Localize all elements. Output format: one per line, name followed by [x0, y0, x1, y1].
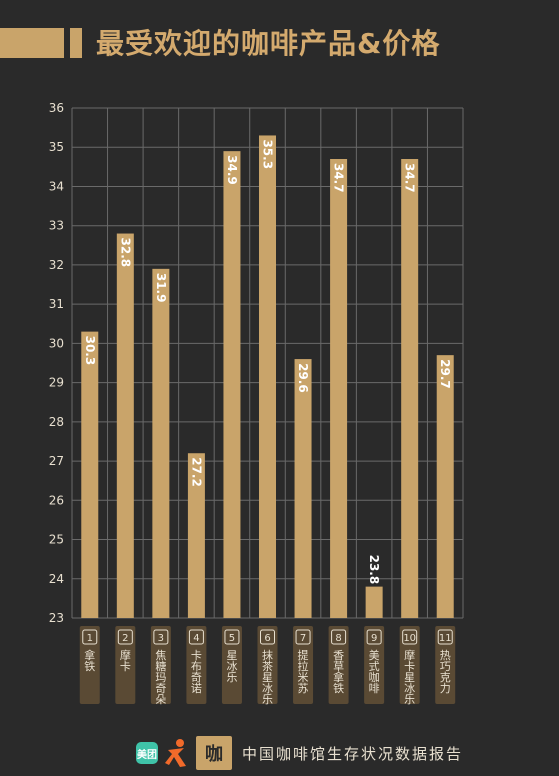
category-box — [115, 626, 136, 704]
category-index-box — [402, 629, 418, 645]
category-index-box — [331, 629, 347, 645]
y-tick-label: 26 — [49, 493, 64, 507]
category-box — [293, 626, 314, 704]
bar-value-label: 29.7 — [438, 359, 452, 389]
bar-value-label: 34.9 — [225, 155, 239, 185]
bar — [223, 151, 241, 618]
bar — [401, 159, 419, 618]
bar — [365, 586, 383, 618]
y-tick-label: 36 — [49, 101, 64, 115]
bar — [187, 453, 205, 618]
category-box — [257, 626, 278, 704]
category-box — [221, 626, 242, 704]
category-index: 2 — [122, 633, 128, 644]
category-index-box — [295, 629, 311, 645]
category-index: 1 — [87, 633, 93, 644]
category-label: 提拉米苏 — [298, 649, 309, 695]
category-label: 抹茶星冰乐 — [262, 649, 273, 706]
category-label: 摩卡 — [120, 648, 131, 673]
category-label: 焦糖玛奇朵 — [155, 649, 166, 706]
category-index-box — [437, 629, 453, 645]
category-index: 9 — [371, 633, 377, 644]
page-title: 最受欢迎的咖啡产品&价格 — [96, 27, 441, 60]
category-label: 摩卡星冰乐 — [404, 648, 415, 706]
category-index-box — [260, 629, 275, 645]
y-tick-label: 25 — [49, 533, 64, 547]
bar-value-label: 23.8 — [367, 555, 381, 585]
category-index: 10 — [403, 633, 416, 644]
title-accent-bar-small — [70, 28, 82, 58]
category-label: 卡布奇诺 — [191, 649, 202, 695]
bar — [330, 159, 348, 618]
category-box — [435, 626, 456, 704]
category-index-box — [82, 629, 98, 645]
category-label: 美式咖啡 — [369, 649, 380, 695]
category-index-box — [224, 629, 240, 645]
bar — [259, 135, 276, 618]
y-tick-label: 24 — [49, 572, 64, 586]
bar — [294, 359, 312, 618]
bar — [152, 268, 170, 618]
bar-value-label: 27.2 — [189, 457, 203, 487]
category-index: 11 — [439, 633, 452, 644]
bar-value-label: 34.7 — [332, 163, 346, 193]
category-box — [399, 626, 420, 704]
category-index-box — [188, 629, 204, 645]
category-index-box — [153, 629, 169, 645]
category-box — [364, 626, 385, 704]
category-index-box — [366, 629, 382, 645]
category-label: 拿铁 — [84, 648, 95, 673]
category-index: 3 — [158, 633, 164, 644]
bar — [436, 355, 454, 618]
category-box — [186, 626, 207, 704]
category-index: 8 — [335, 633, 341, 644]
footer-text: 中国咖啡馆生存状况数据报告 — [242, 744, 464, 763]
y-tick-label: 33 — [49, 219, 64, 233]
bar-value-label: 30.3 — [83, 336, 97, 366]
category-index: 7 — [300, 633, 306, 644]
category-label: 星冰乐 — [226, 649, 237, 684]
meituan-logo: 美团 — [136, 742, 158, 764]
bar-chart: 232425262728293031323334353630.31拿铁32.82… — [49, 101, 464, 706]
category-index-box — [117, 629, 133, 645]
y-tick-label: 23 — [49, 611, 64, 625]
bar-value-label: 32.8 — [118, 238, 132, 268]
y-tick-label: 34 — [49, 179, 64, 193]
bar — [116, 233, 134, 619]
y-tick-label: 27 — [49, 454, 64, 468]
category-label: 香草拿铁 — [333, 649, 344, 695]
y-tick-label: 30 — [49, 336, 64, 350]
bar-value-label: 34.7 — [403, 163, 417, 193]
bar-value-label: 35.3 — [261, 139, 275, 169]
category-box — [79, 626, 100, 704]
category-index: 5 — [229, 633, 235, 644]
dianping-logo — [164, 738, 190, 768]
y-tick-label: 32 — [49, 258, 64, 272]
category-index: 6 — [264, 633, 270, 644]
bar — [81, 331, 99, 618]
bar-value-label: 29.6 — [296, 363, 310, 393]
category-label: 热巧克力 — [440, 649, 451, 695]
coffee-report-logo: 咖 — [196, 736, 232, 770]
bar-value-label: 31.9 — [154, 273, 168, 303]
y-tick-label: 31 — [49, 297, 64, 311]
y-tick-label: 35 — [49, 140, 64, 154]
category-box — [150, 626, 171, 704]
y-tick-label: 29 — [49, 376, 64, 390]
category-index: 4 — [193, 633, 199, 644]
y-tick-label: 28 — [49, 415, 64, 429]
category-box — [328, 626, 349, 704]
footer: 美团 咖 中国咖啡馆生存状况数据报告 — [136, 734, 463, 772]
